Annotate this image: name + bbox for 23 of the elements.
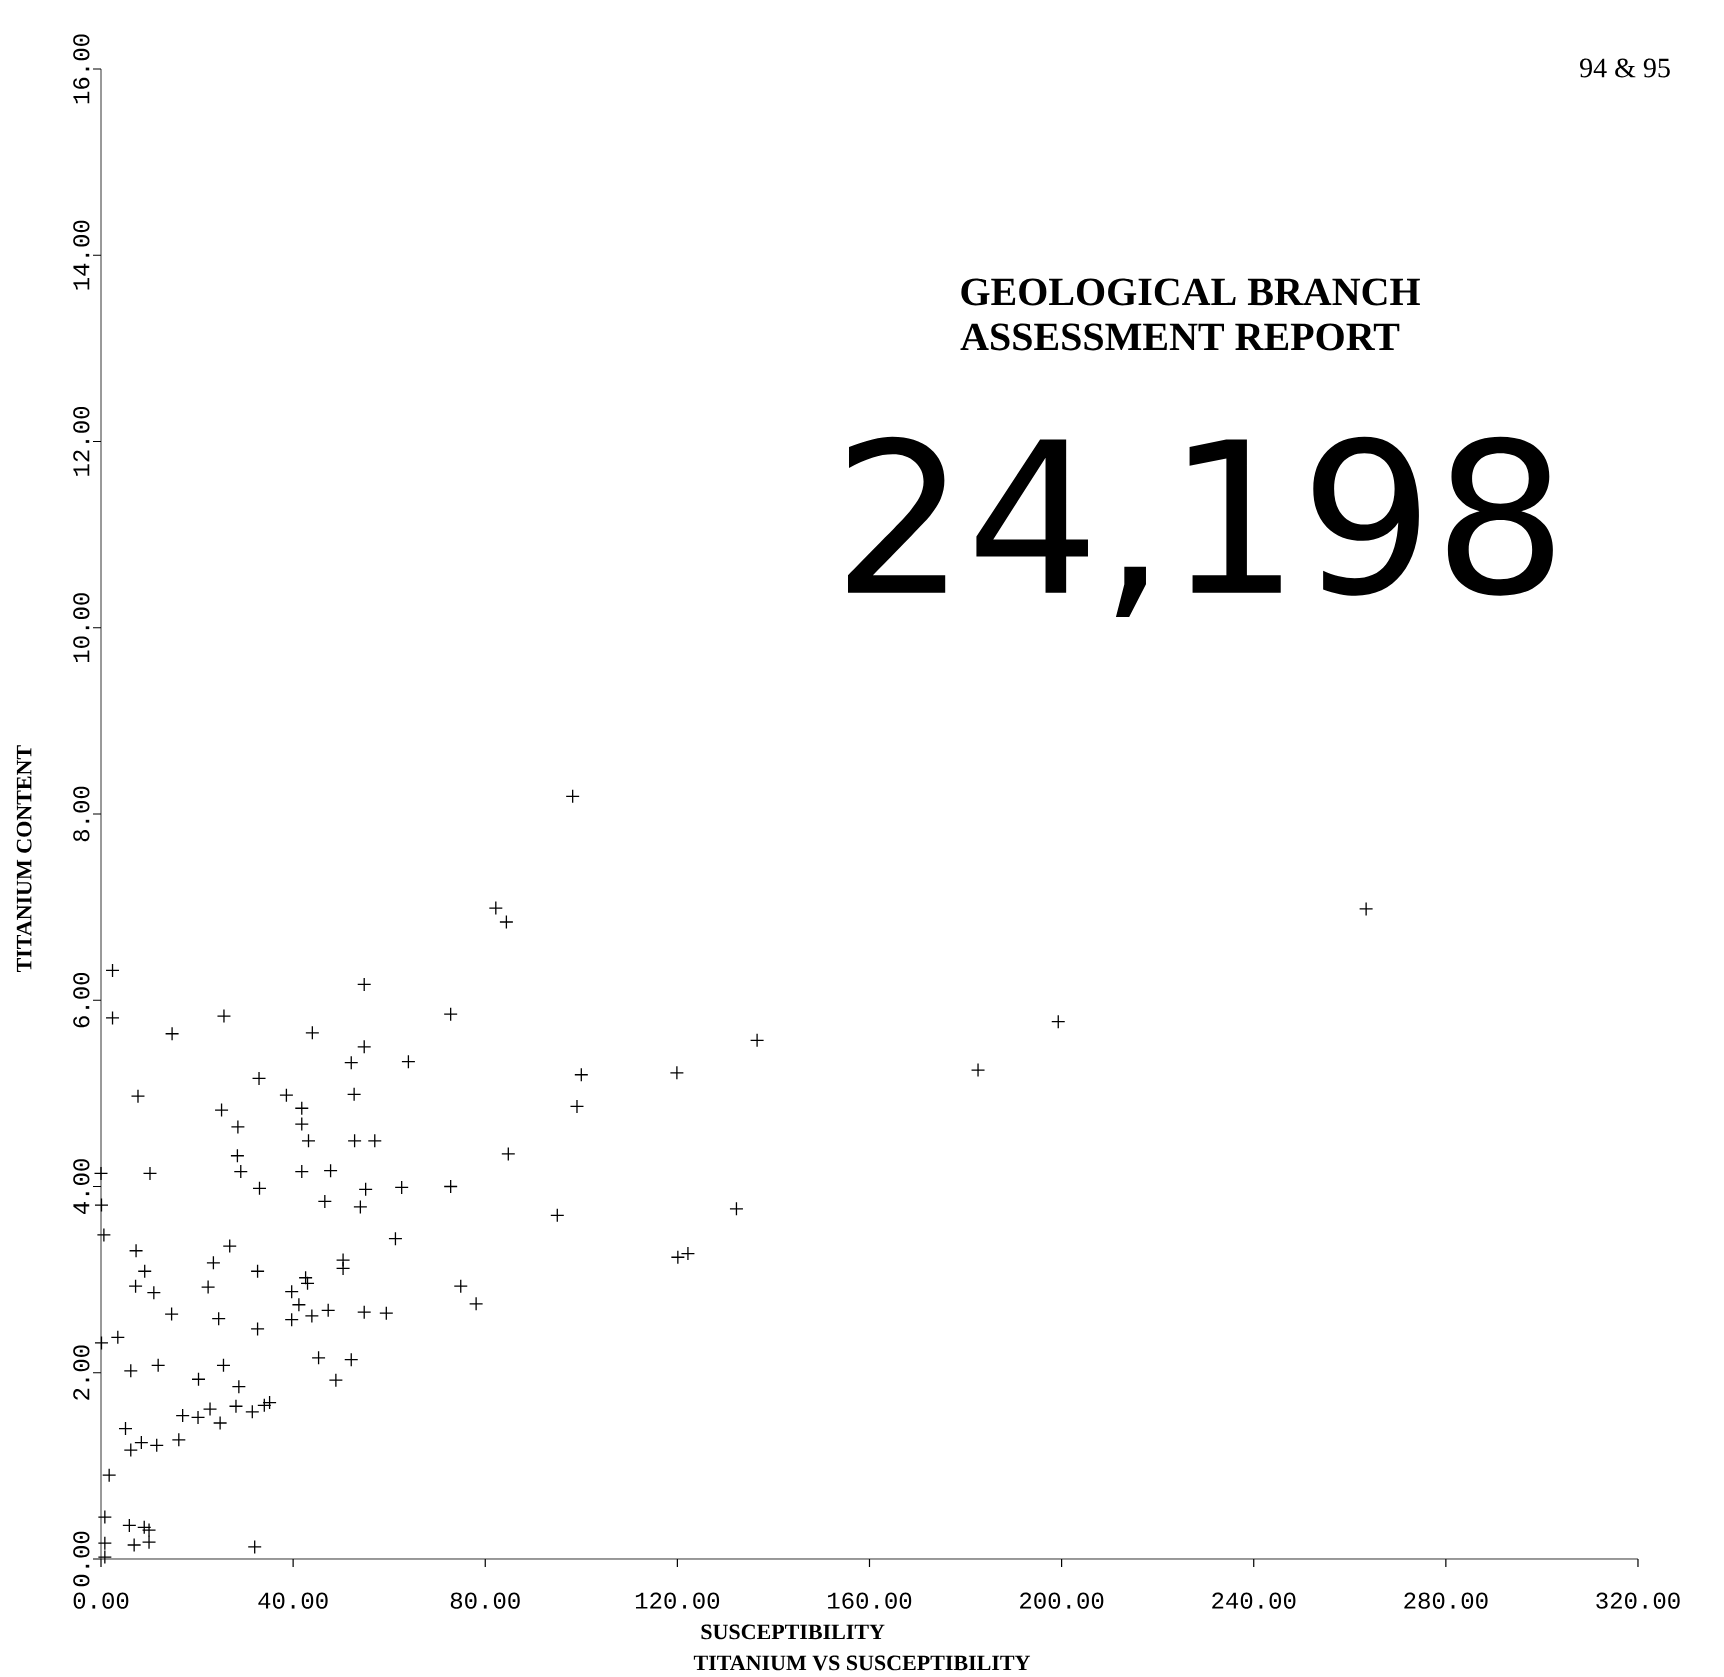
y-tick-label: 4.00 bbox=[73, 1159, 90, 1215]
y-tick-label: 6.00 bbox=[73, 972, 90, 1028]
annotation: ASSESSMENT REPORT bbox=[960, 323, 1400, 351]
y-tick-label: 14.00 bbox=[73, 220, 90, 290]
x-tick-label: 200.00 bbox=[1020, 1592, 1104, 1609]
y-tick-label: 16.00 bbox=[73, 34, 90, 104]
annotation: 24,198 bbox=[848, 436, 1553, 618]
y-tick-label: 8.00 bbox=[73, 786, 90, 842]
x-tick-label: 80.00 bbox=[450, 1592, 520, 1609]
x-tick-label: 240.00 bbox=[1212, 1592, 1296, 1609]
y-tick-label: 12.00 bbox=[73, 406, 90, 476]
x-tick-label: 320.00 bbox=[1596, 1592, 1680, 1609]
y-tick-label: 2.00 bbox=[73, 1345, 90, 1400]
text: TITANIUM VS SUSCEPTIBILITY bbox=[693, 1655, 1031, 1671]
annotation: GEOLOGICAL BRANCH bbox=[961, 278, 1420, 306]
y-axis-title: TITANIUM CONTENT bbox=[16, 745, 32, 973]
x-tick-label: 280.00 bbox=[1404, 1592, 1488, 1609]
x-axis-title: SUSCEPTIBILITY bbox=[701, 1624, 885, 1640]
x-tick-label: 40.00 bbox=[258, 1592, 328, 1609]
x-tick-label: 160.00 bbox=[828, 1592, 912, 1609]
annotation: 94 & 95 bbox=[1580, 58, 1670, 78]
x-tick-label: 120.00 bbox=[635, 1592, 720, 1609]
y-tick-label: 10.00 bbox=[73, 593, 90, 662]
